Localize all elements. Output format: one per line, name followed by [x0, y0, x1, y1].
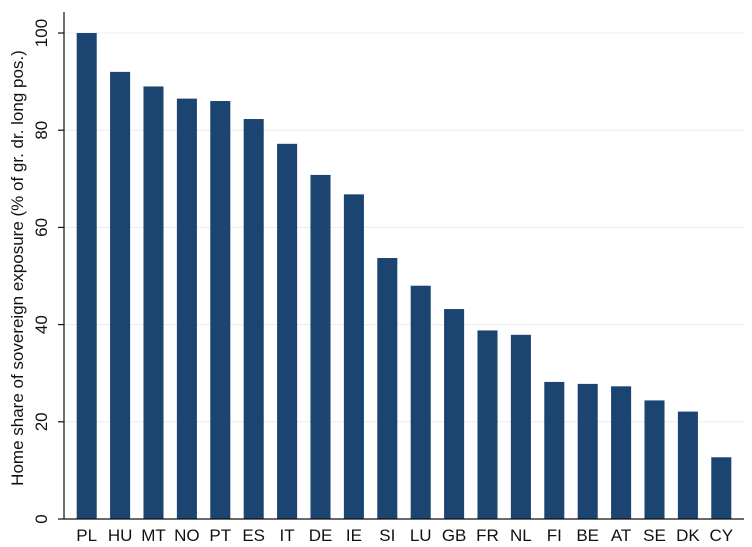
y-tick-label: 60 — [32, 218, 51, 237]
bar-pt — [210, 101, 230, 519]
x-tick-label: NO — [174, 526, 200, 545]
x-tick-label: GB — [442, 526, 467, 545]
x-tick-label: IE — [346, 526, 362, 545]
bar-dk — [678, 412, 698, 519]
bar-cy — [711, 457, 731, 519]
x-tick-label: DE — [309, 526, 333, 545]
x-tick-label: SE — [643, 526, 666, 545]
x-tick-label: PL — [76, 526, 97, 545]
bar-ie — [344, 194, 364, 519]
x-tick-label: PT — [209, 526, 231, 545]
bar-it — [277, 144, 297, 519]
x-tick-label: DK — [676, 526, 700, 545]
bar-at — [611, 386, 631, 519]
bar-pl — [77, 33, 97, 519]
y-ticks: 0 20 40 60 80 100 — [32, 19, 64, 524]
y-tick-label: 40 — [32, 315, 51, 334]
bar-fi — [544, 382, 564, 519]
bar-lu — [411, 286, 431, 519]
x-tick-label: MT — [141, 526, 166, 545]
bar-hu — [110, 72, 130, 519]
y-tick-label: 100 — [32, 19, 51, 47]
gridlines — [64, 33, 744, 422]
x-tick-label: ES — [242, 526, 265, 545]
bars — [77, 33, 732, 519]
x-tick-label: SI — [379, 526, 395, 545]
x-tick-label: HU — [108, 526, 133, 545]
bar-be — [578, 384, 598, 519]
bar-mt — [143, 86, 163, 519]
bar-fr — [477, 330, 497, 519]
x-tick-label: AT — [611, 526, 631, 545]
bar-gb — [444, 309, 464, 519]
bar-se — [644, 400, 664, 519]
x-ticks: PL HU MT NO PT ES IT DE IE SI LU GB FR NL FI BE AT SE DK CY — [76, 526, 733, 545]
y-tick-label: 80 — [32, 121, 51, 140]
bar-es — [244, 119, 264, 519]
bar-de — [310, 175, 330, 519]
x-tick-label: IT — [280, 526, 295, 545]
y-tick-label: 0 — [32, 514, 51, 523]
bar-si — [377, 258, 397, 519]
x-tick-label: NL — [510, 526, 532, 545]
bar-no — [177, 99, 197, 519]
y-axis-title: Home share of sovereign exposure (% of g… — [8, 50, 27, 486]
bar-nl — [511, 335, 531, 519]
x-tick-label: FI — [547, 526, 562, 545]
x-tick-label: CY — [709, 526, 733, 545]
x-tick-label: FR — [476, 526, 499, 545]
x-tick-label: BE — [576, 526, 599, 545]
x-tick-label: LU — [410, 526, 432, 545]
y-tick-label: 20 — [32, 412, 51, 431]
